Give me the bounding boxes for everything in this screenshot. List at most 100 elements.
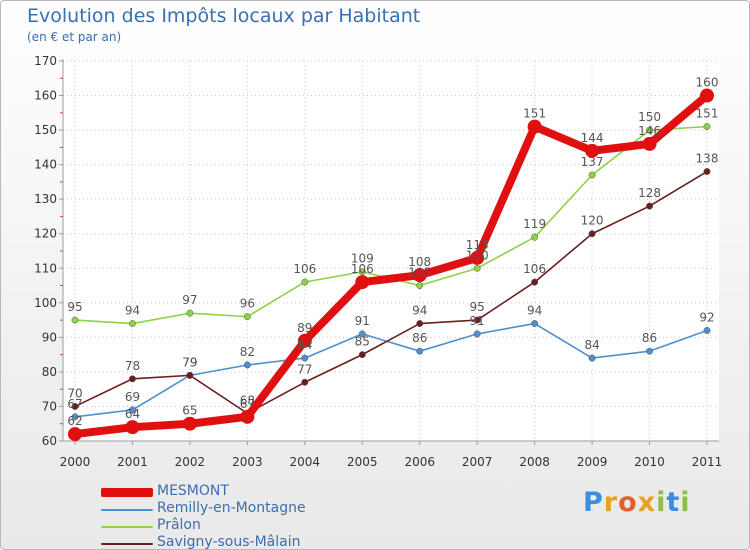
data-label: 91 xyxy=(470,314,485,328)
legend-label: Savigny-sous-Mâlain xyxy=(157,534,301,550)
data-label: 70 xyxy=(67,386,82,400)
plot-area xyxy=(63,61,719,441)
data-point xyxy=(243,313,251,321)
data-label: 105 xyxy=(408,266,431,280)
x-tick-label: 2011 xyxy=(692,455,723,469)
data-point xyxy=(186,309,194,317)
legend-swatch xyxy=(101,488,153,497)
data-point xyxy=(527,119,542,134)
data-point xyxy=(358,268,366,276)
y-tick-label: 80 xyxy=(42,365,57,379)
data-label: 106 xyxy=(523,262,546,276)
data-point xyxy=(240,409,255,424)
data-label: 84 xyxy=(297,338,312,352)
data-label: 79 xyxy=(182,355,197,369)
logo-letter: r xyxy=(603,487,619,518)
legend-label: Prâlon xyxy=(157,517,201,533)
y-tick-label: 130 xyxy=(34,192,57,206)
data-label: 62 xyxy=(67,414,82,428)
y-tick-label: 70 xyxy=(42,399,57,413)
x-tick-label: 2010 xyxy=(634,455,665,469)
data-point xyxy=(416,320,424,327)
data-point xyxy=(646,202,653,210)
chart-subtitle: (en € et par an) xyxy=(27,30,122,44)
data-point xyxy=(703,327,711,334)
y-tick-label: 60 xyxy=(42,434,57,448)
x-tick-label: 2004 xyxy=(290,455,321,469)
data-label: 84 xyxy=(584,338,599,352)
data-label: 78 xyxy=(125,359,140,373)
legend-swatch xyxy=(101,509,153,511)
legend-label: Remilly-en-Montagne xyxy=(157,500,306,516)
data-label: 150 xyxy=(638,110,661,124)
data-point xyxy=(129,375,136,383)
data-label: 69 xyxy=(125,390,140,404)
data-label: 146 xyxy=(638,124,661,138)
data-point xyxy=(416,282,424,289)
data-label: 94 xyxy=(527,304,542,318)
y-tick-label: 170 xyxy=(34,54,57,68)
chart-title: Evolution des Impôts locaux par Habitant xyxy=(27,5,421,27)
data-point xyxy=(301,354,309,362)
data-point xyxy=(473,316,481,324)
data-label: 144 xyxy=(581,131,604,145)
x-tick-label: 2007 xyxy=(462,455,493,469)
data-label: 94 xyxy=(125,304,140,318)
data-label: 137 xyxy=(581,155,604,169)
x-tick-label: 2003 xyxy=(232,455,263,469)
data-label: 120 xyxy=(581,214,604,228)
y-tick-label: 150 xyxy=(34,123,57,137)
data-point xyxy=(588,171,596,179)
data-label: 95 xyxy=(67,300,82,314)
data-label: 85 xyxy=(355,335,370,349)
series-line xyxy=(74,170,708,415)
data-label: 151 xyxy=(696,107,719,121)
data-label: 92 xyxy=(699,310,714,324)
data-label: 89 xyxy=(297,321,312,335)
data-label: 86 xyxy=(412,331,427,345)
data-label: 95 xyxy=(470,300,485,314)
data-label: 108 xyxy=(408,255,431,269)
data-point xyxy=(243,361,251,369)
legend-label: MESMONT xyxy=(157,483,229,499)
x-tick-label: 2001 xyxy=(117,455,148,469)
data-point xyxy=(585,143,600,158)
logo-letter: i xyxy=(680,487,691,518)
y-tick-label: 160 xyxy=(34,89,57,103)
x-tick-label: 2005 xyxy=(347,455,378,469)
data-point xyxy=(416,347,424,355)
data-label: 106 xyxy=(351,262,374,276)
logo-letter: P xyxy=(583,487,604,518)
data-label: 119 xyxy=(523,217,546,231)
data-point xyxy=(642,136,657,151)
data-point xyxy=(531,320,539,327)
data-point xyxy=(358,330,366,338)
data-point xyxy=(473,264,481,272)
data-point xyxy=(646,126,653,134)
y-tick-label: 110 xyxy=(34,261,57,275)
data-point xyxy=(186,371,194,379)
data-point xyxy=(531,233,539,241)
data-label: 67 xyxy=(67,397,82,411)
logo-letter: o xyxy=(618,487,638,518)
data-point xyxy=(129,320,136,327)
legend-swatch xyxy=(101,526,153,528)
data-point xyxy=(703,168,711,175)
data-label: 113 xyxy=(466,238,489,252)
data-label: 65 xyxy=(182,404,197,418)
x-tick-label: 2006 xyxy=(404,455,435,469)
x-tick-label: 2009 xyxy=(577,455,608,469)
data-label: 151 xyxy=(523,107,546,121)
y-tick-label: 90 xyxy=(42,330,57,344)
data-label: 67 xyxy=(240,397,255,411)
data-point xyxy=(301,378,309,386)
y-tick-label: 120 xyxy=(34,227,57,241)
data-label: 91 xyxy=(355,314,370,328)
x-tick-label: 2002 xyxy=(175,455,206,469)
data-label: 160 xyxy=(696,76,719,90)
data-point xyxy=(129,406,136,414)
data-label: 64 xyxy=(125,407,140,421)
data-point xyxy=(68,427,82,442)
